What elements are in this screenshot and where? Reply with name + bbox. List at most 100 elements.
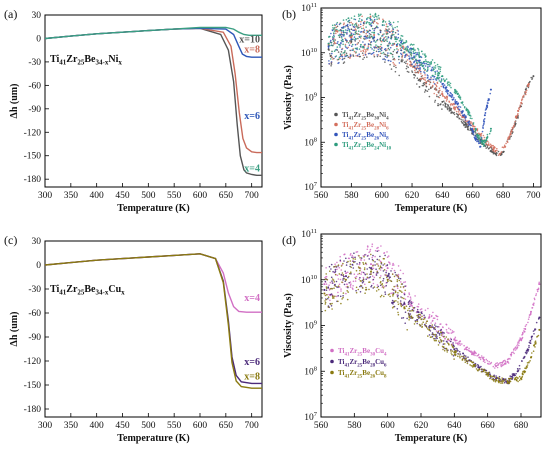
data-point bbox=[525, 93, 527, 96]
data-point bbox=[500, 151, 503, 153]
data-point bbox=[474, 137, 476, 139]
data-point bbox=[435, 330, 438, 333]
data-point bbox=[429, 326, 431, 329]
data-point bbox=[333, 30, 336, 32]
data-point bbox=[358, 53, 361, 55]
data-point bbox=[388, 20, 391, 23]
data-point bbox=[423, 91, 426, 93]
x-tick-label: 620 bbox=[414, 421, 429, 431]
data-point bbox=[414, 67, 416, 69]
curve-annotation: x=4 bbox=[244, 293, 260, 304]
data-point bbox=[518, 339, 521, 341]
data-point bbox=[416, 53, 419, 56]
data-point bbox=[451, 93, 454, 96]
data-point bbox=[420, 73, 422, 75]
data-point bbox=[402, 48, 405, 50]
y-tick-label: 109 bbox=[304, 92, 317, 104]
data-point bbox=[348, 40, 351, 42]
data-point bbox=[387, 45, 389, 47]
data-point bbox=[416, 322, 419, 325]
data-point bbox=[444, 104, 447, 106]
data-point bbox=[326, 279, 329, 281]
data-point bbox=[478, 132, 480, 135]
data-point bbox=[367, 43, 370, 45]
data-point bbox=[370, 22, 372, 25]
data-point bbox=[442, 82, 445, 85]
data-point bbox=[374, 12, 377, 15]
data-point bbox=[342, 292, 345, 294]
data-point bbox=[372, 287, 375, 289]
panel-label: (b) bbox=[282, 7, 296, 21]
data-point bbox=[457, 111, 460, 113]
data-point bbox=[391, 299, 394, 302]
data-point bbox=[393, 300, 396, 303]
data-point bbox=[405, 53, 407, 56]
data-point bbox=[326, 294, 328, 296]
data-point bbox=[418, 86, 421, 88]
data-point bbox=[495, 153, 498, 156]
data-point bbox=[341, 58, 344, 61]
data-point bbox=[384, 254, 386, 257]
data-point bbox=[355, 289, 357, 292]
data-point bbox=[368, 39, 371, 42]
data-point bbox=[501, 379, 504, 382]
data-point bbox=[405, 41, 408, 43]
data-point bbox=[422, 64, 425, 67]
data-point bbox=[362, 276, 365, 279]
data-point bbox=[364, 43, 366, 46]
data-point bbox=[526, 362, 529, 364]
data-point bbox=[418, 54, 420, 56]
data-point bbox=[405, 62, 407, 65]
data-point bbox=[513, 374, 515, 376]
data-point bbox=[360, 259, 362, 261]
legend-entry: Ti41Zr25Be26Ni8 bbox=[342, 131, 389, 142]
data-point bbox=[519, 104, 522, 106]
data-point bbox=[438, 80, 441, 82]
data-point bbox=[480, 135, 482, 137]
data-point bbox=[410, 298, 412, 300]
data-point bbox=[527, 318, 530, 321]
data-point bbox=[339, 255, 342, 258]
data-point bbox=[509, 377, 512, 380]
data-point bbox=[355, 24, 358, 27]
data-point bbox=[339, 259, 342, 262]
data-point bbox=[331, 302, 333, 305]
data-point bbox=[329, 287, 332, 290]
data-point bbox=[434, 322, 437, 325]
data-point bbox=[339, 46, 341, 48]
data-point bbox=[432, 319, 434, 322]
data-point bbox=[330, 65, 332, 67]
data-point bbox=[448, 327, 450, 330]
data-point bbox=[517, 341, 519, 344]
y-tick-label: -90 bbox=[28, 105, 41, 115]
data-point bbox=[455, 110, 458, 113]
data-point bbox=[501, 380, 504, 383]
data-point bbox=[514, 346, 517, 349]
x-tick-label: 680 bbox=[514, 421, 529, 431]
data-point bbox=[431, 332, 434, 334]
data-point bbox=[385, 35, 387, 38]
data-point bbox=[352, 49, 355, 51]
data-point bbox=[391, 25, 393, 27]
data-point bbox=[341, 38, 344, 41]
data-point bbox=[348, 21, 351, 24]
data-point bbox=[336, 42, 339, 45]
data-point bbox=[446, 351, 449, 353]
data-point bbox=[396, 274, 398, 277]
data-point bbox=[418, 69, 421, 72]
data-point bbox=[501, 377, 503, 379]
x-tick-label: 660 bbox=[481, 421, 496, 431]
data-point bbox=[426, 90, 429, 92]
data-point bbox=[352, 38, 354, 41]
data-point bbox=[510, 129, 513, 132]
data-point bbox=[426, 74, 429, 76]
data-point bbox=[367, 16, 369, 19]
data-point bbox=[355, 275, 358, 278]
data-point bbox=[362, 280, 365, 283]
data-point bbox=[344, 45, 347, 47]
data-point bbox=[376, 263, 378, 265]
data-point bbox=[364, 273, 367, 276]
data-point bbox=[456, 103, 459, 105]
data-point bbox=[366, 48, 368, 51]
